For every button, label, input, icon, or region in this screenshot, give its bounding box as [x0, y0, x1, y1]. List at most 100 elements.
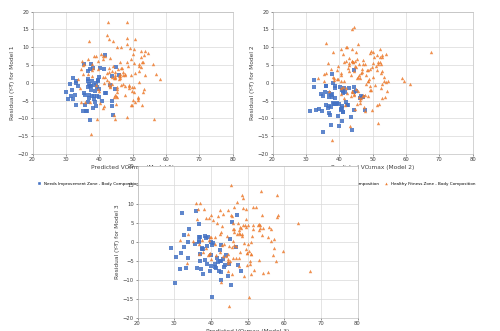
Point — [106, 83, 114, 88]
Point — [219, 254, 227, 259]
Point — [196, 201, 204, 206]
Point — [127, 102, 135, 108]
Point — [85, 95, 93, 101]
Point — [93, 84, 101, 89]
Point — [138, 60, 146, 65]
Point — [362, 82, 370, 87]
Point — [232, 243, 240, 248]
Point — [338, 70, 345, 75]
Point — [364, 94, 372, 99]
Point — [337, 72, 345, 77]
Point — [176, 266, 184, 272]
Point — [86, 66, 94, 71]
Legend: Needs Improvement Zone - Body Composition, Healthy Fitness Zone - Body Compositi: Needs Improvement Zone - Body Compositio… — [274, 182, 476, 186]
Point — [66, 81, 74, 86]
Point — [226, 183, 234, 188]
Point — [238, 193, 246, 198]
Point — [127, 73, 135, 78]
Point — [129, 97, 137, 103]
Point — [205, 215, 213, 220]
Point — [246, 259, 254, 264]
Point — [74, 83, 82, 88]
Point — [123, 115, 131, 120]
Point — [196, 241, 203, 246]
Point — [104, 36, 112, 42]
Point — [346, 123, 354, 129]
Point — [249, 204, 257, 209]
Point — [332, 101, 340, 106]
Point — [124, 83, 132, 88]
Point — [366, 87, 374, 92]
Point — [94, 59, 102, 64]
Point — [80, 62, 88, 67]
Point — [88, 83, 96, 88]
Point — [376, 59, 384, 65]
Point — [400, 78, 408, 83]
Point — [138, 60, 146, 65]
Point — [272, 259, 280, 264]
Point — [84, 56, 92, 62]
Point — [204, 235, 212, 240]
Point — [374, 120, 382, 125]
Point — [88, 67, 96, 72]
Point — [141, 72, 149, 77]
Point — [208, 243, 216, 248]
Point — [225, 304, 233, 309]
Point — [378, 85, 386, 90]
Point — [219, 256, 227, 261]
Point — [134, 68, 142, 73]
Point — [368, 65, 376, 70]
Point — [184, 240, 192, 245]
Point — [110, 75, 118, 81]
Point — [273, 214, 281, 220]
Point — [117, 82, 125, 87]
Point — [366, 87, 374, 93]
Point — [339, 52, 347, 57]
Point — [178, 211, 186, 216]
Point — [110, 75, 118, 80]
Point — [214, 255, 222, 260]
Point — [240, 240, 248, 245]
Point — [322, 71, 330, 76]
Point — [109, 39, 117, 44]
Point — [356, 95, 364, 101]
Point — [184, 232, 192, 237]
Point — [184, 261, 192, 266]
Point — [360, 61, 368, 66]
Point — [224, 233, 232, 239]
Point — [94, 87, 102, 92]
Point — [351, 64, 359, 69]
Point — [232, 245, 240, 250]
Point — [130, 89, 138, 94]
Point — [200, 246, 207, 251]
Point — [84, 68, 92, 73]
Point — [222, 254, 230, 259]
Point — [398, 75, 406, 80]
Point — [167, 245, 175, 251]
Point — [238, 233, 246, 238]
Point — [347, 72, 355, 78]
Point — [138, 103, 146, 108]
Point — [219, 211, 227, 216]
Point — [88, 62, 96, 67]
Point — [225, 261, 233, 266]
Point — [208, 212, 216, 217]
Point — [359, 94, 367, 99]
Point — [256, 223, 264, 228]
Point — [306, 109, 314, 114]
Point — [198, 245, 206, 251]
Point — [108, 69, 116, 74]
Point — [69, 75, 77, 80]
Y-axis label: Residual (Y-Ŷ) for Model 2: Residual (Y-Ŷ) for Model 2 — [250, 45, 255, 120]
Point — [101, 74, 109, 80]
Point — [171, 281, 179, 286]
Point — [140, 86, 147, 91]
Point — [105, 70, 113, 75]
Point — [217, 269, 225, 275]
Point — [334, 101, 342, 106]
Point — [244, 250, 252, 255]
Point — [374, 62, 382, 67]
Point — [340, 96, 348, 101]
Point — [256, 227, 264, 232]
Point — [325, 104, 333, 109]
